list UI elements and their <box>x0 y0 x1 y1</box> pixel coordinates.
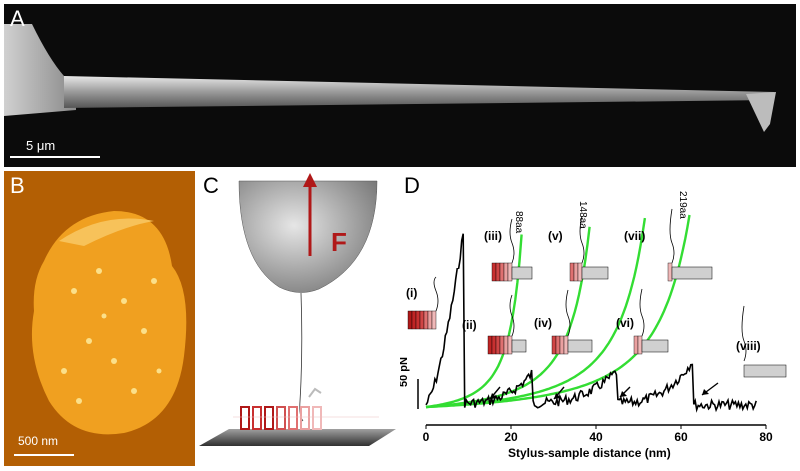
chip-base <box>4 24 76 116</box>
y-axis-label: 50 pN <box>400 357 410 387</box>
panel-a-cantilever-image: A 5 μm <box>4 4 796 167</box>
state-glyph-5 <box>569 215 609 282</box>
step-label-5: (v) <box>548 229 563 243</box>
panel-label-a: A <box>10 6 25 31</box>
length-label-148: 148aa <box>577 201 588 229</box>
x-tick-labels: 0 20 40 60 80 <box>423 425 773 444</box>
step-label-7: (vii) <box>624 229 646 243</box>
force-arrowhead <box>303 173 317 187</box>
state-glyph-2 <box>487 294 527 355</box>
unfolding-state-glyphs <box>407 208 787 378</box>
cantilever-tip <box>746 92 776 132</box>
x-axis-label: Stylus-sample distance (nm) <box>508 446 671 460</box>
membrane-edge <box>59 218 154 246</box>
membrane-protein <box>240 387 322 430</box>
panel-label-d: D <box>404 173 420 198</box>
x-tick-label-3: 60 <box>674 430 688 444</box>
scalebar-a-label: 5 μm <box>26 138 56 153</box>
membrane-patch <box>31 211 187 435</box>
afm-tip <box>238 180 378 293</box>
afm-graphic <box>4 171 195 466</box>
state-glyph-7 <box>667 208 713 282</box>
step-label-2: (ii) <box>462 318 477 332</box>
x-tick-label-4: 80 <box>759 430 773 444</box>
x-tick-label-0: 0 <box>423 430 430 444</box>
x-tick-label-1: 20 <box>504 430 518 444</box>
cantilever-beam <box>64 76 774 108</box>
unfolded-chain <box>299 292 304 422</box>
step-label-3: (iii) <box>484 229 502 243</box>
peak-arrowhead-3 <box>620 391 627 397</box>
state-glyph-3 <box>491 218 533 282</box>
panel-label-c: C <box>203 173 219 198</box>
state-glyph-4 <box>551 289 593 355</box>
peak-arrowhead-4 <box>702 389 709 395</box>
cantilever-graphic <box>4 24 776 158</box>
peak-arrows <box>489 382 719 400</box>
substrate-plate <box>199 429 396 446</box>
force-label: F <box>331 227 347 257</box>
panel-b-afm-image: B 500 nm <box>4 171 195 466</box>
panel-label-b: B <box>10 173 25 198</box>
x-tick-label-2: 40 <box>589 430 603 444</box>
peak-arrowhead-2 <box>554 393 561 399</box>
panel-c-pulling-schematic: C F <box>199 171 396 466</box>
step-label-4: (iv) <box>534 316 552 330</box>
protein-dots <box>61 268 162 404</box>
step-label-8: (viii) <box>736 339 761 353</box>
force-distance-chart: 0 20 40 60 80 <box>407 208 787 444</box>
wlc-fit-4 <box>425 214 691 409</box>
state-glyph-1 <box>407 276 439 330</box>
scalebar-b-label: 500 nm <box>18 434 59 448</box>
step-label-1: (i) <box>406 286 418 300</box>
panel-d-force-curve: 0 20 40 60 80 D Stylus-sample distance (nm) … <box>400 171 796 466</box>
state-glyph-8 <box>741 305 787 378</box>
force-trace <box>425 233 757 413</box>
length-label-219: 219aa <box>677 191 688 219</box>
step-label-6: (vi) <box>616 316 634 330</box>
wlc-fit-curves <box>425 214 691 409</box>
state-glyph-6 <box>633 288 669 355</box>
peak-arrowhead-1 <box>490 393 497 399</box>
length-label-88: 88aa <box>513 211 524 234</box>
schematic-graphic <box>199 173 396 446</box>
